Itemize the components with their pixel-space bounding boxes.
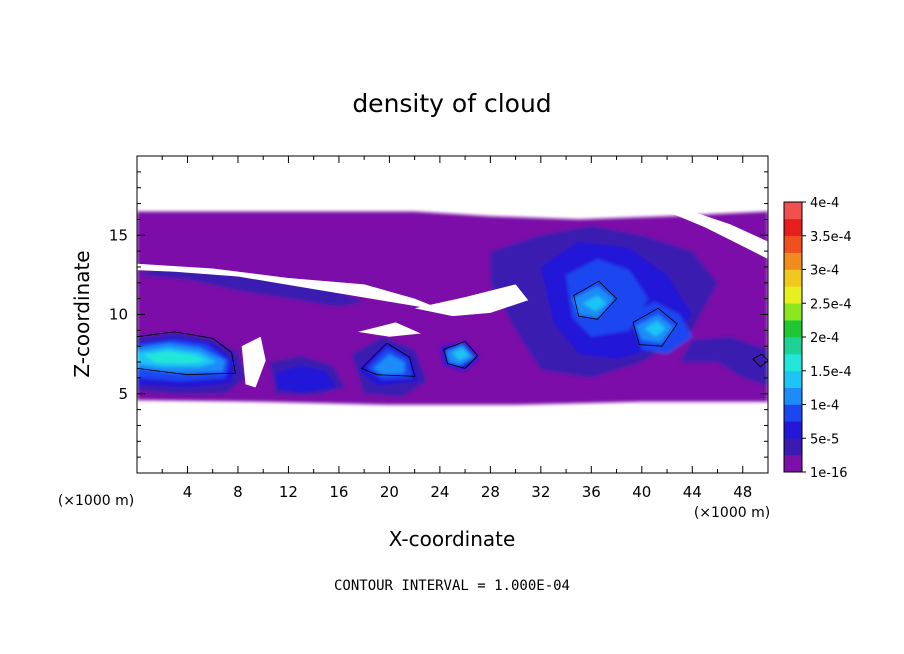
colorbar-swatch: [784, 303, 802, 321]
cloud-region-level-2: [275, 365, 337, 393]
chart-title: density of cloud: [352, 89, 551, 118]
colorbar-swatch: [784, 370, 802, 388]
colorbar: 1e-16 5e-5 1e-4 1.5e-4 2e-4 2.5e-4 3e-4 3.5e-4 4…: [783, 196, 852, 481]
colorbar-swatch: [784, 286, 802, 304]
y-tick-label: 10: [109, 306, 128, 324]
contour-line: [632, 307, 678, 347]
colorbar-swatch: [784, 337, 802, 355]
x-tick-label: 48: [733, 483, 752, 501]
colorbar-tick-label: 1e-4: [810, 399, 839, 414]
colorbar-swatch: [784, 320, 802, 338]
contour-line: [752, 353, 768, 368]
contour-line: [137, 331, 236, 376]
clear-air-gap: [667, 211, 768, 259]
cloud-region-level-1: [137, 266, 365, 307]
colorbar-swatch: [784, 353, 802, 372]
colorbar-swatch: [784, 421, 802, 439]
x-axis-label: X-coordinate: [389, 527, 516, 551]
cloud-field: [137, 211, 768, 405]
colorbar-tick-label: 3.5e-4: [810, 230, 852, 245]
x-tick-label: 40: [632, 483, 651, 501]
clear-air-gap: [241, 336, 266, 388]
clear-air-gap: [357, 322, 421, 337]
colorbar-swatch: [784, 438, 802, 456]
colorbar-tick-label: 4e-4: [810, 196, 839, 211]
x-tick-label: 28: [481, 483, 500, 501]
cloud-region-level-1: [679, 336, 768, 386]
colorbar-swatch: [784, 269, 802, 287]
contour-line: [443, 340, 479, 369]
clear-air-gap: [137, 263, 447, 312]
x-tick-label: 24: [430, 483, 449, 501]
cloud-region-level-6: [143, 351, 207, 364]
x-tick-label: 36: [582, 483, 601, 501]
colorbar-swatch: [784, 218, 802, 237]
colorbar-tick-label: 5e-5: [810, 432, 839, 447]
cloud-region-level-4: [373, 354, 405, 375]
clear-air-gap: [414, 284, 529, 317]
x-tick-label: 8: [233, 483, 243, 501]
x-tick-label: 32: [531, 483, 550, 501]
y-tick-label: 15: [109, 226, 128, 244]
contour-line: [360, 342, 416, 377]
colorbar-tick-label: 3e-4: [810, 264, 839, 279]
cloud-region-level-5: [452, 347, 469, 361]
x-axis: 4 8 12 16 20 24 28 32 36 40 44 48: [161, 156, 752, 501]
cloud-region-level-5: [644, 320, 666, 337]
x-tick-label: 20: [380, 483, 399, 501]
y-axis: 5 10 15: [109, 171, 768, 458]
colorbar-tick-label: 2.5e-4: [810, 297, 852, 312]
y-axis-label: Z-coordinate: [70, 250, 94, 377]
x-tick-label: 44: [683, 483, 702, 501]
colorbar-swatch: [784, 235, 802, 253]
colorbar-swatch: [784, 404, 802, 422]
y-tick-label: 5: [118, 385, 128, 403]
x-tick-label: 4: [183, 483, 193, 501]
colorbar-swatch: [784, 252, 802, 270]
colorbar-tick-label: 1.5e-4: [810, 365, 852, 380]
contour-line: [573, 280, 618, 320]
colorbar-tick-label: 1e-16: [810, 466, 848, 481]
colorbar-tick-label: 2e-4: [810, 331, 839, 346]
contour-interval-note: CONTOUR INTERVAL = 1.000E-04: [334, 578, 570, 594]
x-tick-label: 16: [329, 483, 348, 501]
x-axis-unit-label: (×1000 m): [694, 505, 770, 521]
colorbar-swatch: [784, 455, 802, 473]
x-tick-label: 12: [279, 483, 298, 501]
colorbar-swatch: [784, 202, 802, 220]
colorbar-swatch: [784, 387, 802, 405]
y-axis-unit-label: (×1000 m): [58, 493, 134, 509]
cloud-region-level-5: [582, 295, 607, 312]
